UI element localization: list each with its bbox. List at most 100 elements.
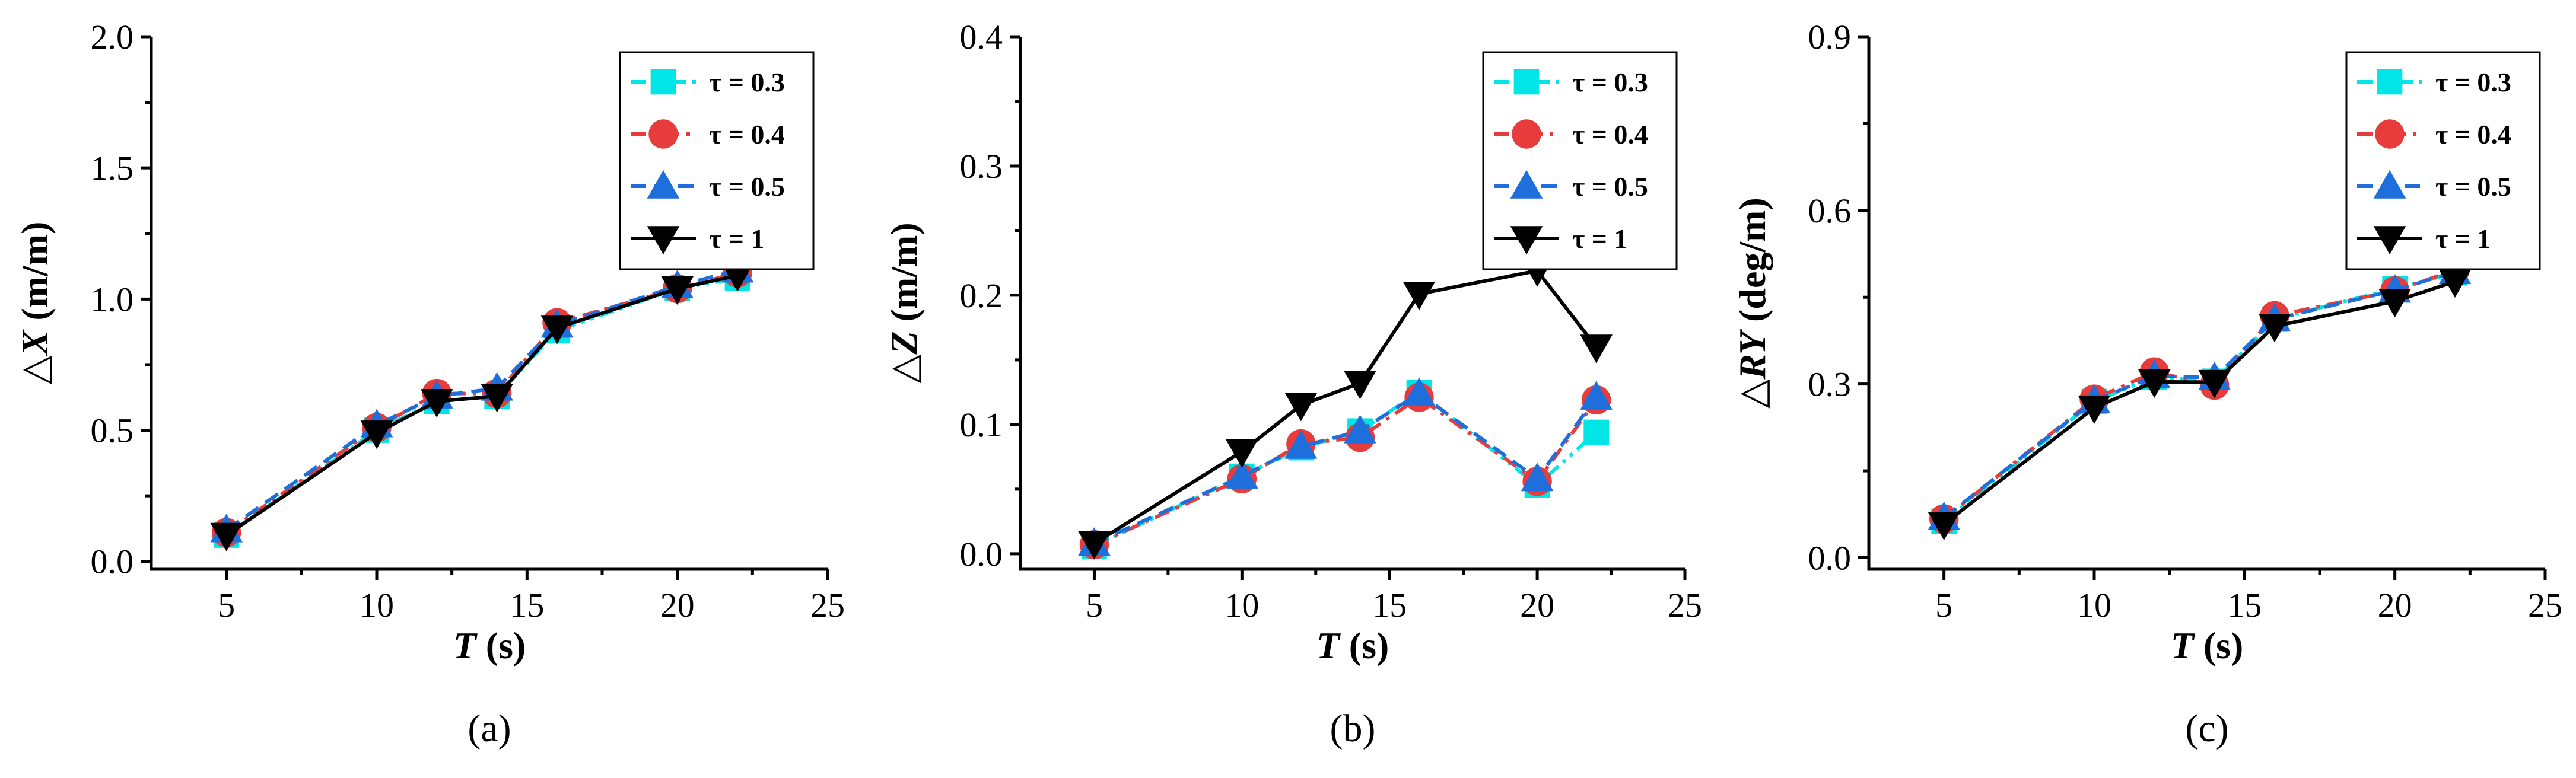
y-tick-label: 0.3 bbox=[960, 147, 1003, 186]
x-axis-variable: T bbox=[1316, 624, 1341, 667]
x-tick-label: 5 bbox=[1086, 586, 1103, 624]
chart-panel-c: 5 10 15 20 25 0.0 0.3 0.6 0.9 T (s) △RY (deg/m) τ =… bbox=[1731, 18, 2562, 750]
legend-marker bbox=[648, 119, 678, 149]
series-line bbox=[1942, 271, 2456, 523]
y-tick-label: 0.1 bbox=[960, 406, 1003, 444]
data-point bbox=[540, 315, 574, 345]
data-point bbox=[1284, 393, 1318, 422]
x-tick-label: 10 bbox=[2077, 586, 2111, 624]
y-tick-label: 0.6 bbox=[1808, 192, 1852, 230]
x-tick-label: 10 bbox=[360, 586, 394, 624]
y-axis-title: △RY (deg/m) bbox=[1731, 197, 1773, 409]
legend-label: τ = 0.3 bbox=[1572, 67, 1648, 97]
legend: τ = 0.3 τ = 0.4 τ = 0.5 τ = 1 bbox=[2345, 51, 2541, 270]
data-point bbox=[421, 389, 453, 418]
y-axis-variable: X bbox=[14, 329, 56, 356]
y-axis-variable: RY bbox=[1731, 329, 1773, 380]
data-point bbox=[1928, 512, 1960, 541]
series-line bbox=[1942, 280, 2456, 526]
x-axis-unit: (s) bbox=[476, 624, 526, 667]
x-tick-label: 20 bbox=[1520, 586, 1554, 624]
legend: τ = 0.3 τ = 0.4 τ = 0.5 τ = 1 bbox=[619, 51, 815, 270]
y-tick-label: 2.0 bbox=[91, 18, 134, 56]
data-point bbox=[360, 420, 393, 449]
x-axis-title: T (s) bbox=[1316, 624, 1389, 667]
x-axis-variable: T bbox=[453, 624, 478, 667]
series-line bbox=[1942, 268, 2456, 521]
data-point bbox=[1344, 371, 1376, 400]
series-line bbox=[225, 276, 738, 537]
legend-label: τ = 0.4 bbox=[709, 119, 785, 149]
legend-label: τ = 0.5 bbox=[709, 171, 785, 202]
x-axis-unit: (s) bbox=[2194, 624, 2244, 667]
y-tick-label: 0.0 bbox=[1808, 538, 1852, 577]
data-point bbox=[2138, 369, 2171, 398]
legend: τ = 0.3 τ = 0.4 τ = 0.5 τ = 1 bbox=[1482, 51, 1678, 270]
legend-label: τ = 0.5 bbox=[1572, 171, 1648, 202]
legend-marker bbox=[647, 170, 680, 199]
data-point bbox=[1344, 414, 1376, 444]
legend-marker bbox=[1512, 119, 1541, 149]
y-axis-unit: (m/m) bbox=[14, 222, 56, 330]
x-tick-label: 5 bbox=[1935, 586, 1952, 624]
y-axis-delta: △ bbox=[14, 355, 56, 384]
data-point bbox=[2078, 395, 2111, 424]
legend-marker bbox=[647, 226, 680, 255]
y-axis-unit: (deg/m) bbox=[1731, 197, 1773, 331]
y-tick-label: 0.9 bbox=[1808, 18, 1852, 56]
legend-marker bbox=[2377, 69, 2403, 95]
data-point bbox=[1403, 281, 1436, 311]
legend-marker bbox=[650, 69, 676, 95]
legend-label: τ = 1 bbox=[2435, 224, 2491, 254]
chart-panel-b: 5 10 15 20 25 0.0 0.1 0.2 0.3 0.4 T (s) △Z (m/m) τ =… bbox=[883, 18, 1702, 750]
y-tick-label: 0.3 bbox=[1808, 365, 1852, 404]
data-point bbox=[1226, 460, 1258, 489]
series-line bbox=[1093, 269, 1598, 545]
y-axis-delta: △ bbox=[1731, 379, 1773, 409]
x-axis-title: T (s) bbox=[2171, 624, 2244, 667]
legend-marker bbox=[1510, 170, 1543, 199]
data-point bbox=[210, 522, 243, 551]
data-point bbox=[2198, 369, 2231, 399]
y-tick-label: 0.5 bbox=[91, 412, 134, 450]
x-tick-label: 10 bbox=[1225, 586, 1259, 624]
legend-marker bbox=[1510, 226, 1543, 255]
data-point bbox=[721, 263, 754, 292]
data-point bbox=[661, 276, 694, 305]
legend-marker bbox=[1513, 69, 1540, 95]
data-point bbox=[2438, 269, 2472, 298]
x-tick-label: 25 bbox=[810, 586, 845, 624]
series-4 bbox=[1928, 269, 2472, 541]
y-tick-label: 0.2 bbox=[960, 276, 1003, 315]
y-axis-variable: Z bbox=[883, 331, 925, 355]
x-axis-title: T (s) bbox=[453, 624, 526, 667]
series-line bbox=[1942, 270, 2456, 519]
data-point bbox=[1078, 531, 1111, 560]
y-axis-title: △X (m/m) bbox=[14, 222, 56, 385]
y-tick-label: 0.0 bbox=[91, 543, 134, 581]
data-point bbox=[481, 384, 513, 413]
legend-label: τ = 0.3 bbox=[709, 67, 785, 97]
legend-marker bbox=[2375, 119, 2405, 149]
y-axis-delta: △ bbox=[883, 354, 925, 384]
data-point bbox=[1226, 439, 1258, 468]
legend-label: τ = 0.5 bbox=[2435, 171, 2511, 202]
panel-label: (a) bbox=[468, 707, 511, 750]
data-point bbox=[1403, 377, 1436, 406]
panel-label: (b) bbox=[1330, 707, 1376, 750]
y-tick-label: 0.0 bbox=[960, 535, 1003, 573]
series-1 bbox=[214, 265, 750, 548]
data-point bbox=[2258, 314, 2291, 343]
y-tick-label: 0.4 bbox=[960, 18, 1003, 56]
x-tick-label: 5 bbox=[218, 586, 235, 624]
data-point bbox=[1521, 463, 1554, 492]
x-axis-variable: T bbox=[2171, 624, 2196, 667]
x-axis-unit: (s) bbox=[1340, 624, 1389, 667]
series-line bbox=[225, 273, 738, 537]
x-tick-label: 25 bbox=[1668, 586, 1702, 624]
x-tick-label: 20 bbox=[2378, 586, 2412, 624]
y-tick-label: 1.0 bbox=[91, 280, 134, 318]
legend-label: τ = 0.4 bbox=[2435, 119, 2511, 149]
series-2 bbox=[211, 258, 752, 547]
